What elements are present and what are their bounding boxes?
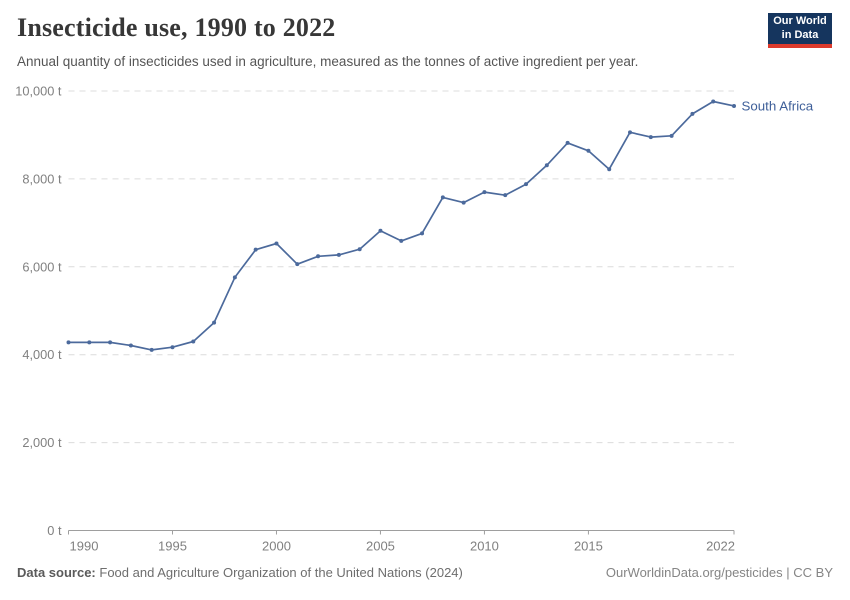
series-label[interactable]: South Africa: [742, 98, 814, 113]
data-point: [336, 252, 341, 257]
y-axis-tick-label: 8,000 t: [22, 171, 62, 186]
data-point: [66, 340, 71, 345]
owid-logo-line2: in Data: [781, 28, 819, 41]
data-point: [669, 133, 674, 138]
data-point: [170, 345, 175, 350]
data-point: [524, 182, 529, 187]
data-point: [544, 163, 549, 168]
x-axis-tick-label: 2010: [470, 539, 499, 554]
data-point: [648, 135, 653, 140]
data-source-label: Data source:: [17, 565, 96, 580]
x-axis-tick-label: 1990: [70, 539, 99, 554]
data-point: [232, 275, 237, 280]
data-point: [586, 148, 591, 153]
chart-footer: Data source: Food and Agriculture Organi…: [17, 565, 833, 580]
owid-logo-line1: Our World: [773, 15, 827, 28]
y-axis-tick-label: 6,000 t: [22, 259, 62, 274]
y-axis-tick-label: 2,000 t: [22, 435, 62, 450]
data-point: [357, 247, 362, 252]
attribution[interactable]: OurWorldinData.org/pesticides | CC BY: [605, 565, 833, 580]
data-point: [108, 340, 113, 345]
data-point: [212, 320, 217, 325]
x-axis-tick-label: 2000: [262, 539, 291, 554]
data-point: [295, 262, 300, 267]
x-axis-tick-label: 2022: [706, 539, 735, 554]
data-point: [461, 200, 466, 205]
x-axis-tick-label: 2005: [366, 539, 395, 554]
y-axis-tick-label: 4,000 t: [22, 347, 62, 362]
data-point: [420, 231, 425, 236]
data-source-text: Food and Agriculture Organization of the…: [99, 565, 463, 580]
data-point: [607, 167, 612, 172]
data-point: [399, 238, 404, 243]
data-point: [732, 103, 736, 108]
y-axis-tick-label: 0 t: [47, 523, 62, 538]
data-point: [128, 343, 133, 348]
data-point: [711, 99, 716, 104]
data-point: [628, 130, 633, 135]
x-axis-tick-label: 1995: [158, 539, 187, 554]
chart-title: Insecticide use, 1990 to 2022: [17, 13, 336, 42]
data-point: [149, 347, 154, 352]
data-line: [67, 100, 735, 351]
data-point: [378, 228, 383, 233]
chart-subtitle: Annual quantity of insecticides used in …: [17, 54, 639, 70]
data-point: [565, 140, 570, 145]
data-point: [274, 241, 279, 246]
data-point: [316, 254, 321, 259]
data-point: [191, 339, 196, 344]
chart-header: Insecticide use, 1990 to 2022 Annual qua…: [17, 12, 740, 71]
data-source: Data source: Food and Agriculture Organi…: [17, 565, 463, 580]
data-point: [690, 111, 695, 116]
data-point: [482, 190, 487, 195]
owid-logo[interactable]: Our World in Data: [768, 13, 832, 48]
data-point: [440, 195, 445, 200]
data-point: [253, 247, 258, 252]
y-axis-tick-label: 10,000 t: [15, 84, 62, 99]
data-point: [87, 340, 92, 345]
data-point: [503, 193, 508, 198]
x-axis-tick-label: 2015: [574, 539, 603, 554]
